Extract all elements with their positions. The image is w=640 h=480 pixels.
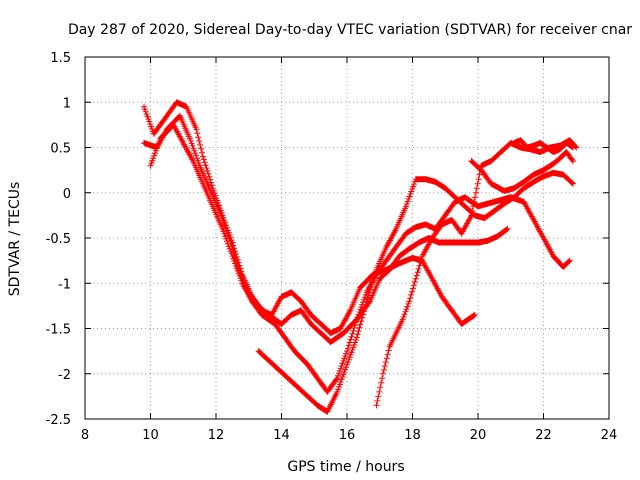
- x-tick-label: 12: [208, 428, 225, 443]
- y-tick-label: 1.5: [50, 51, 71, 66]
- data-markers: [141, 99, 580, 415]
- plus-markers: [141, 112, 511, 346]
- x-tick-label: 16: [339, 428, 356, 443]
- series-track-6: [468, 149, 576, 194]
- y-tick-label: 0.5: [50, 142, 71, 157]
- plus-markers: [255, 169, 576, 415]
- y-tick-label: -2.5: [46, 413, 71, 428]
- x-tick-label: 24: [601, 428, 618, 443]
- series-track-1: [141, 99, 478, 336]
- plus-markers: [141, 99, 478, 336]
- x-tick-label: 8: [81, 428, 89, 443]
- y-tick-label: 1: [63, 96, 71, 111]
- x-tick-label: 14: [273, 428, 290, 443]
- y-tick-label: -1.5: [46, 323, 71, 338]
- plus-markers: [373, 137, 580, 409]
- plus-markers: [511, 137, 576, 155]
- y-tick-label: 0: [63, 187, 71, 202]
- plus-markers: [147, 121, 573, 395]
- y-tick-label: -2: [58, 368, 71, 383]
- series-track-4: [255, 169, 576, 415]
- y-axis-label: SDTVAR / TECUs: [7, 182, 23, 297]
- y-tick-label: -0.5: [46, 232, 71, 247]
- x-tick-label: 22: [535, 428, 552, 443]
- y-tick-label: -1: [58, 277, 71, 292]
- axis-ticks: 8 10 12 14 16 18 20 22 24 -2.5 -2 -1.5 -1 -0.5 0 0.5 1 1.…: [46, 51, 618, 443]
- x-tick-label: 18: [404, 428, 421, 443]
- x-tick-label: 10: [142, 428, 159, 443]
- x-tick-label: 20: [470, 428, 487, 443]
- series-track-5: [373, 137, 580, 409]
- chart-title: Day 287 of 2020, Sidereal Day-to-day VTE…: [68, 22, 632, 38]
- series-track-3: [147, 121, 573, 395]
- x-axis-label: GPS time / hours: [287, 459, 404, 475]
- plus-markers: [468, 149, 576, 194]
- series-track-2: [141, 112, 511, 346]
- series-track-7: [511, 137, 576, 155]
